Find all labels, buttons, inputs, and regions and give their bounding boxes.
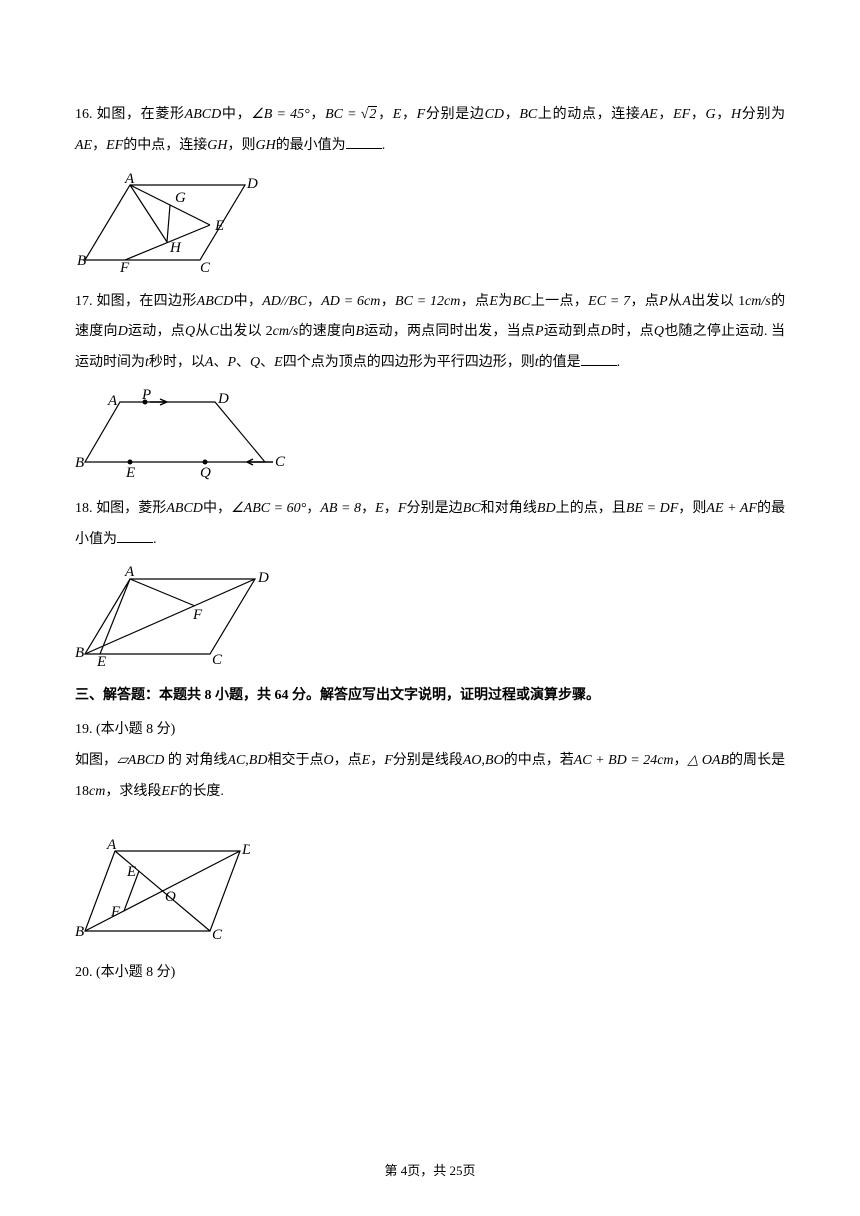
blank (581, 352, 617, 366)
svg-text:A: A (106, 837, 117, 853)
blank (117, 529, 153, 543)
svg-text:B: B (75, 924, 84, 940)
svg-text:F: F (119, 260, 130, 275)
svg-text:E: E (96, 654, 106, 669)
svg-text:H: H (169, 240, 182, 256)
q-num: 18. (75, 501, 96, 516)
svg-text:Q: Q (200, 465, 211, 481)
problem-19-text: 如图，▱ABCD 的 对角线AC,BD相交于点O，点E，F分别是线段AO,BO的… (75, 746, 785, 808)
svg-text:A: A (124, 171, 135, 187)
svg-text:A: A (124, 564, 135, 580)
svg-text:A: A (107, 393, 118, 409)
svg-text:D: D (217, 391, 229, 407)
figure-17: A P D B E Q C (75, 387, 785, 482)
problem-18-text: 18. 如图，菱形ABCD中，∠ABC = 60°，AB = 8，E，F分别是边… (75, 494, 785, 556)
problem-18: 18. 如图，菱形ABCD中，∠ABC = 60°，AB = 8，E，F分别是边… (75, 494, 785, 669)
figure-18: A D B C E F (75, 564, 785, 669)
problem-17-text: 17. 如图，在四边形ABCD中，AD//BC，AD = 6cm，BC = 12… (75, 287, 785, 379)
svg-text:B: B (75, 645, 84, 661)
blank (346, 135, 382, 149)
svg-text:E: E (214, 218, 224, 234)
svg-text:O: O (165, 889, 176, 905)
svg-text:C: C (275, 454, 286, 470)
svg-text:E: E (125, 465, 135, 481)
svg-text:P: P (141, 387, 151, 403)
svg-text:F: F (192, 607, 203, 623)
svg-text:C: C (212, 652, 223, 668)
problem-17: 17. 如图，在四边形ABCD中，AD//BC，AD = 6cm，BC = 12… (75, 287, 785, 482)
figure-19: A D B C E O F (75, 836, 785, 946)
svg-text:B: B (75, 455, 84, 471)
svg-text:E: E (126, 864, 136, 880)
svg-text:F: F (110, 904, 121, 920)
problem-20: 20. (本小题 8 分) (75, 958, 785, 989)
svg-text:D: D (241, 842, 250, 858)
figure-16: A D B C G E H F (75, 170, 785, 275)
section-3-header: 三、解答题：本题共 8 小题，共 64 分。解答应写出文字说明，证明过程或演算步… (75, 681, 785, 712)
svg-text:D: D (246, 176, 258, 192)
svg-text:D: D (257, 570, 269, 586)
svg-text:C: C (200, 260, 211, 275)
q-num: 17. (75, 294, 96, 309)
q-num: 16. (75, 107, 97, 122)
svg-text:C: C (212, 927, 223, 943)
problem-19: 19. (本小题 8 分) 如图，▱ABCD 的 对角线AC,BD相交于点O，点… (75, 715, 785, 945)
problem-16-text: 16. 如图，在菱形ABCD中，∠B = 45°，BC = √2，E，F分别是边… (75, 100, 785, 162)
problem-16: 16. 如图，在菱形ABCD中，∠B = 45°，BC = √2，E，F分别是边… (75, 100, 785, 275)
problem-19-num: 19. (本小题 8 分) (75, 715, 785, 746)
svg-text:B: B (77, 253, 86, 269)
page-footer: 第 4页，共 25页 (0, 1157, 860, 1186)
problem-20-num: 20. (本小题 8 分) (75, 958, 785, 989)
svg-text:G: G (175, 190, 186, 206)
